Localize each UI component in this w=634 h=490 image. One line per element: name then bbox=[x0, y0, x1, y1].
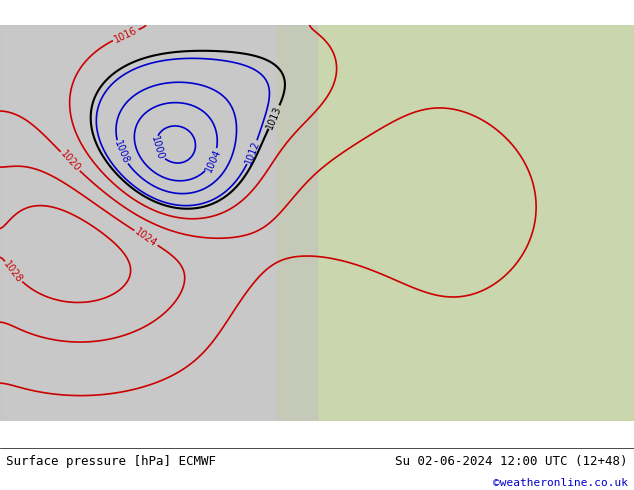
Polygon shape bbox=[278, 25, 634, 421]
Text: Surface pressure [hPa] ECMWF: Surface pressure [hPa] ECMWF bbox=[6, 455, 216, 468]
Polygon shape bbox=[0, 25, 317, 421]
Text: 1020: 1020 bbox=[58, 149, 82, 174]
Text: Su 02-06-2024 12:00 UTC (12+48): Su 02-06-2024 12:00 UTC (12+48) bbox=[395, 455, 628, 468]
Text: 1016: 1016 bbox=[112, 25, 139, 45]
Polygon shape bbox=[0, 25, 634, 421]
Text: 1028: 1028 bbox=[2, 259, 25, 285]
Text: 1004: 1004 bbox=[203, 147, 223, 173]
Text: 1024: 1024 bbox=[133, 227, 159, 249]
Text: 1008: 1008 bbox=[112, 139, 131, 166]
Text: ©weatheronline.co.uk: ©weatheronline.co.uk bbox=[493, 478, 628, 489]
Text: 1013: 1013 bbox=[264, 104, 283, 130]
Text: 1012: 1012 bbox=[243, 139, 261, 166]
Text: 1000: 1000 bbox=[150, 135, 165, 161]
